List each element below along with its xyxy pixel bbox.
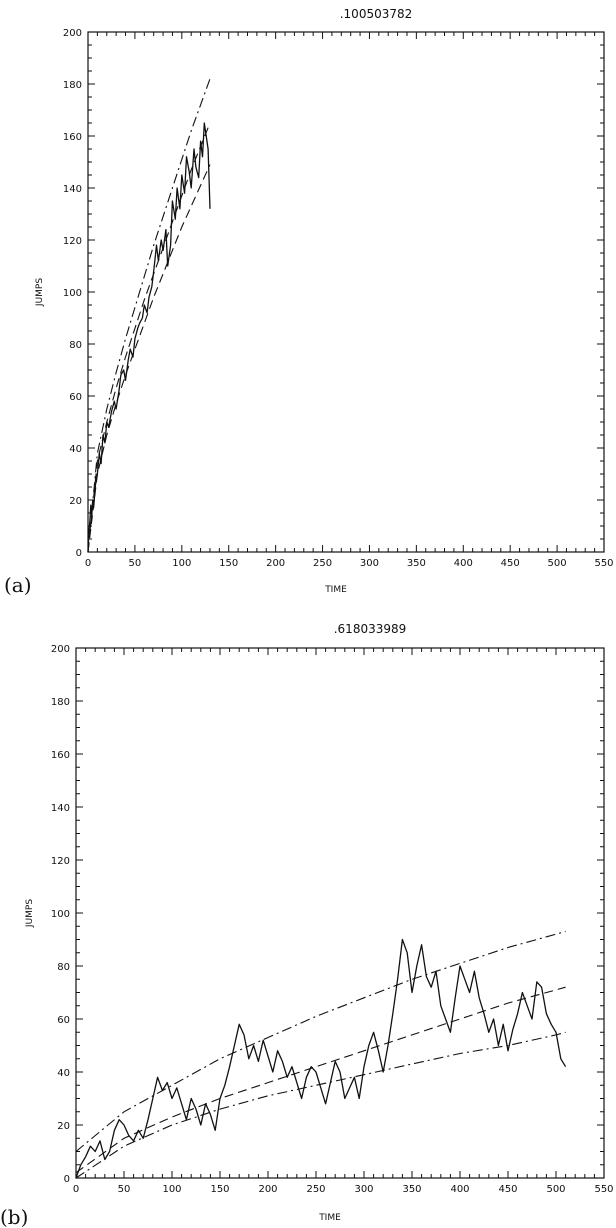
x-tick-label: 450: [498, 1184, 517, 1195]
panel-label: (b): [0, 1205, 28, 1228]
x-tick-label: 350: [402, 1184, 421, 1195]
y-tick-label: 180: [63, 80, 82, 91]
x-tick-label: 350: [407, 558, 426, 569]
y-tick-label: 180: [51, 697, 70, 708]
x-tick-label: 150: [219, 558, 238, 569]
plot-frame: [87, 31, 605, 553]
x-tick-label: 400: [450, 1184, 469, 1195]
y-tick-label: 200: [51, 644, 70, 655]
y-tick-label: 40: [69, 444, 82, 455]
y-tick-label: 20: [57, 1121, 70, 1132]
chart-title: .100503782: [340, 7, 413, 21]
y-tick-label: 160: [51, 750, 70, 761]
chart-panel-b: .618033989 TIME JUMPS (b) 0 50 100 150 200 25…: [0, 622, 614, 1228]
y-axis-label: JUMPS: [25, 899, 35, 928]
series-line-dashed: [87, 122, 211, 553]
y-tick-label: 40: [57, 1068, 70, 1079]
x-tick-label: 150: [210, 1184, 229, 1195]
y-tick-label: 100: [51, 909, 70, 920]
x-tick-label: 450: [501, 558, 520, 569]
y-tick-label: 120: [63, 236, 82, 247]
series-line-dash-dot: [75, 930, 566, 1152]
x-axis-label: TIME: [324, 585, 347, 595]
x-tick-label: 550: [594, 558, 613, 569]
panel-label: (a): [4, 573, 32, 597]
series-line-solid: [87, 122, 211, 553]
y-tick-label: 60: [57, 1015, 70, 1026]
series-line-dash-dot: [75, 1031, 566, 1179]
y-tick-label: 140: [51, 803, 70, 814]
x-tick-label: 0: [73, 1184, 79, 1195]
series-line-solid: [75, 938, 567, 1179]
x-tick-label: 300: [354, 1184, 373, 1195]
y-axis-label: JUMPS: [35, 278, 45, 307]
x-tick-label: 250: [313, 558, 332, 569]
y-tick-label: 140: [63, 184, 82, 195]
chart-panel-a: .100503782 TIME JUMPS (a) 0 50 100 150 200 25…: [4, 7, 614, 597]
chart-title: .618033989: [334, 622, 407, 636]
y-tick-label: 20: [69, 496, 82, 507]
x-tick-label: 500: [548, 558, 567, 569]
y-tick-label: 0: [64, 1174, 70, 1185]
y-tick-label: 0: [76, 548, 82, 559]
x-tick-label: 0: [85, 558, 91, 569]
x-tick-label: 200: [266, 558, 285, 569]
y-tick-label: 200: [63, 28, 82, 39]
x-tick-label: 100: [172, 558, 191, 569]
y-tick-label: 60: [69, 392, 82, 403]
series-line-dashed: [87, 164, 211, 553]
x-tick-label: 250: [306, 1184, 325, 1195]
y-tick-label: 100: [63, 288, 82, 299]
x-tick-label: 50: [118, 1184, 131, 1195]
x-tick-label: 300: [360, 558, 379, 569]
x-tick-label: 100: [162, 1184, 181, 1195]
x-tick-label: 400: [454, 558, 473, 569]
x-tick-label: 550: [594, 1184, 613, 1195]
x-tick-label: 200: [258, 1184, 277, 1195]
y-tick-label: 160: [63, 132, 82, 143]
series-line-dashed: [75, 986, 566, 1174]
x-tick-label: 50: [129, 558, 142, 569]
y-tick-label: 80: [57, 962, 70, 973]
plot-frame: [75, 647, 605, 1179]
x-axis-label: TIME: [318, 1213, 341, 1223]
y-tick-label: 80: [69, 340, 82, 351]
series-line-dash-dot: [87, 78, 211, 553]
x-tick-label: 500: [546, 1184, 565, 1195]
y-tick-label: 120: [51, 856, 70, 867]
